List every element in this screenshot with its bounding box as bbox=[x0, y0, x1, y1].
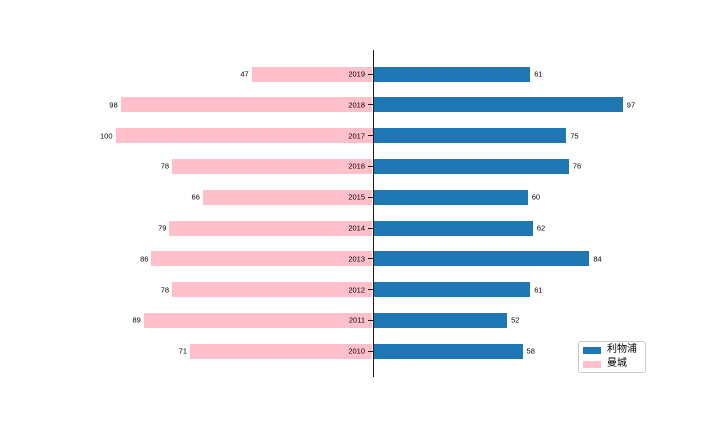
axis-tick bbox=[367, 73, 373, 75]
center-axis-line bbox=[372, 50, 374, 377]
bar-liverpool bbox=[373, 158, 569, 174]
legend-label-mancity: 曼城 bbox=[607, 358, 627, 369]
legend: 利物浦 曼城 bbox=[578, 341, 646, 373]
bar-mancity bbox=[115, 128, 373, 144]
bar-mancity bbox=[172, 282, 373, 298]
axis-tick bbox=[367, 227, 373, 229]
bar-liverpool bbox=[373, 343, 523, 359]
bar-mancity bbox=[120, 97, 373, 113]
bar-mancity bbox=[172, 158, 373, 174]
legend-swatch-mancity bbox=[583, 360, 601, 368]
value-label-mancity: 100 bbox=[99, 130, 113, 140]
bar-liverpool bbox=[373, 66, 531, 82]
year-label: 2010 bbox=[348, 346, 365, 356]
axis-tick bbox=[367, 319, 373, 321]
bar-liverpool bbox=[373, 312, 508, 328]
bar-liverpool bbox=[373, 97, 623, 113]
axis-tick bbox=[367, 196, 373, 198]
bar-mancity bbox=[190, 343, 373, 359]
axis-tick bbox=[367, 165, 373, 167]
value-label-liverpool: 84 bbox=[593, 254, 602, 264]
axis-tick bbox=[367, 258, 373, 260]
value-label-mancity: 89 bbox=[132, 315, 141, 325]
bar-mancity bbox=[169, 220, 373, 236]
year-label: 2014 bbox=[348, 223, 365, 233]
bar-liverpool bbox=[373, 189, 528, 205]
bar-liverpool bbox=[373, 128, 567, 144]
value-label-mancity: 66 bbox=[191, 192, 200, 202]
year-label: 2016 bbox=[348, 161, 365, 171]
year-label: 2013 bbox=[348, 254, 365, 264]
year-label: 2012 bbox=[348, 284, 365, 294]
value-label-liverpool: 75 bbox=[570, 130, 579, 140]
legend-item-liverpool: 利物浦 bbox=[583, 345, 639, 355]
value-label-liverpool: 61 bbox=[534, 69, 543, 79]
year-label: 2018 bbox=[348, 100, 365, 110]
value-label-liverpool: 52 bbox=[511, 315, 520, 325]
bar-mancity bbox=[251, 66, 373, 82]
axis-tick bbox=[367, 135, 373, 137]
bar-liverpool bbox=[373, 251, 590, 267]
legend-label-liverpool: 利物浦 bbox=[607, 344, 637, 355]
value-label-mancity: 71 bbox=[178, 346, 188, 356]
year-label: 2017 bbox=[348, 130, 365, 140]
value-label-mancity: 79 bbox=[158, 223, 167, 233]
value-label-liverpool: 97 bbox=[626, 100, 636, 110]
year-label: 2011 bbox=[348, 315, 365, 325]
bar-mancity bbox=[202, 189, 373, 205]
value-label-liverpool: 62 bbox=[536, 223, 546, 233]
legend-swatch-liverpool bbox=[583, 346, 601, 354]
value-label-liverpool: 61 bbox=[534, 284, 543, 294]
bar-liverpool bbox=[373, 220, 533, 236]
value-label-mancity: 98 bbox=[109, 100, 118, 110]
value-label-liverpool: 58 bbox=[526, 346, 535, 356]
legend-item-mancity: 曼城 bbox=[583, 359, 639, 369]
value-label-mancity: 47 bbox=[240, 69, 249, 79]
axis-tick bbox=[367, 289, 373, 291]
value-label-liverpool: 76 bbox=[572, 161, 582, 171]
bar-liverpool bbox=[373, 282, 531, 298]
value-label-liverpool: 60 bbox=[531, 192, 541, 202]
value-label-mancity: 78 bbox=[160, 284, 170, 294]
axis-tick bbox=[367, 350, 373, 352]
bar-mancity bbox=[151, 251, 373, 267]
bar-mancity bbox=[143, 312, 373, 328]
year-label: 2015 bbox=[348, 192, 365, 202]
year-label: 2019 bbox=[348, 69, 365, 79]
value-label-mancity: 86 bbox=[140, 254, 149, 264]
axis-tick bbox=[367, 104, 373, 106]
value-label-mancity: 78 bbox=[160, 161, 170, 171]
